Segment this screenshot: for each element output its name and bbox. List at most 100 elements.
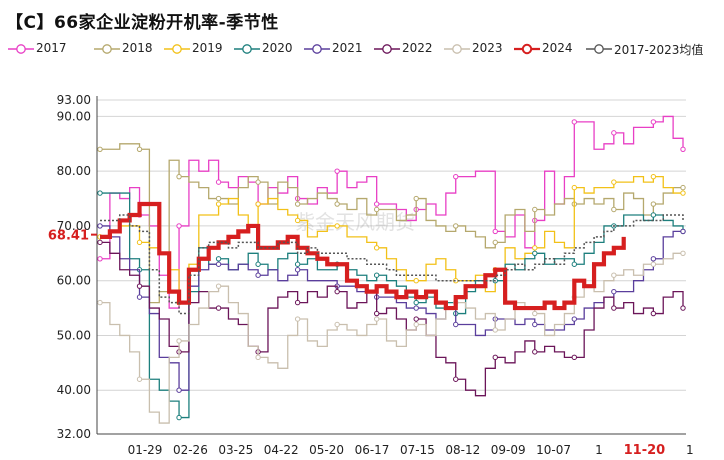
series-line-2022 (100, 241, 684, 397)
legend-swatch-marker (521, 43, 533, 55)
data-point (453, 173, 459, 180)
data-point (176, 173, 182, 180)
y-tick-label: 50.00 (57, 328, 91, 342)
x-tick-label: 03-25 (218, 443, 253, 457)
data-point (215, 305, 222, 311)
data-point (650, 310, 657, 317)
data-point (255, 272, 261, 278)
legend-swatch (444, 44, 470, 54)
data-point (571, 354, 578, 361)
data-point (97, 146, 103, 152)
y-tick-label: 93.00 (57, 93, 91, 107)
highlight-x-label: 11-20 (624, 443, 666, 458)
data-point (650, 256, 657, 262)
data-point (334, 223, 340, 229)
data-point (413, 305, 419, 311)
x-tick-label: 1 (686, 443, 694, 457)
legend-swatch (514, 43, 540, 55)
data-point (334, 201, 340, 207)
data-point (334, 288, 340, 295)
y-tick-label: 40.00 (57, 383, 91, 397)
data-point (97, 256, 103, 262)
data-point (611, 130, 617, 136)
data-point (650, 212, 657, 218)
data-point (255, 179, 261, 185)
data-point (532, 310, 538, 317)
legend-swatch (374, 44, 400, 54)
data-point (680, 305, 686, 311)
data-point (215, 283, 222, 289)
data-point (492, 239, 498, 246)
y-tick-label: 70.00 (57, 219, 91, 233)
legend-swatch (164, 44, 190, 54)
x-tick-label: 06-17 (355, 443, 390, 457)
series-line-2018 (100, 143, 683, 304)
legend-label: 2017 (36, 41, 67, 55)
data-point (453, 223, 459, 229)
data-point (373, 272, 380, 278)
legend-label: 2024 (542, 41, 573, 55)
watermark: 紫金天风期货 (295, 210, 415, 234)
data-point (97, 190, 103, 196)
data-point (334, 321, 340, 328)
legend-swatch-marker (382, 44, 392, 54)
y-tick-label: 60.00 (57, 274, 91, 288)
data-point (413, 316, 419, 322)
data-point (97, 239, 103, 246)
legend-label: 2019 (192, 41, 223, 55)
data-point (453, 321, 459, 328)
data-point (97, 299, 103, 306)
data-point (373, 316, 380, 322)
data-point (532, 349, 538, 355)
data-point (492, 354, 498, 361)
y-tick-label: 90.00 (57, 109, 91, 123)
legend-swatch-marker (312, 44, 322, 54)
data-point (215, 261, 222, 267)
data-point (680, 250, 686, 257)
y-tick-label: 32.00 (57, 427, 91, 441)
data-point (136, 376, 143, 382)
data-point (294, 299, 301, 306)
legend-swatch (8, 44, 34, 54)
data-point (176, 387, 182, 393)
data-point (611, 288, 617, 295)
data-point (532, 206, 538, 213)
data-point (413, 277, 419, 284)
legend-swatch-marker (452, 44, 462, 54)
legend-swatch (304, 44, 330, 54)
data-point (255, 354, 261, 361)
series-line-2017 (100, 115, 684, 309)
legend-label: 2023 (472, 41, 503, 55)
data-point (611, 305, 617, 311)
data-point (492, 327, 498, 333)
highlight-y-label: 68.41 (48, 229, 89, 244)
data-point (571, 316, 578, 322)
legend-label: 2022 (402, 41, 433, 55)
tick-labels: 32.00 40.00 50.00 60.00 70.00 80.00 90.00 93.00… (48, 93, 694, 458)
data-point (532, 321, 538, 328)
legend-label: 2020 (262, 41, 293, 55)
legend-swatch-marker (16, 44, 26, 54)
data-point (294, 217, 301, 224)
x-tick-label: 05-20 (309, 443, 344, 457)
data-point (373, 245, 380, 251)
legend-swatch-marker (594, 44, 604, 54)
x-tick-label: 1 (595, 443, 603, 457)
data-point (136, 146, 143, 152)
legend-swatch-marker (242, 44, 252, 54)
x-tick-label: 07-15 (400, 443, 435, 457)
data-point (373, 201, 380, 207)
data-point (136, 294, 143, 300)
data-point (294, 201, 301, 207)
data-point (294, 316, 301, 322)
data-point (492, 228, 498, 235)
data-point (611, 179, 617, 185)
data-point (176, 338, 182, 344)
legend-swatch (234, 44, 260, 54)
data-point (176, 223, 182, 229)
x-tick-label: 08-12 (445, 443, 480, 457)
data-point (413, 299, 419, 306)
series-line-2017-2023均值 (100, 214, 684, 315)
data-point (571, 119, 578, 125)
